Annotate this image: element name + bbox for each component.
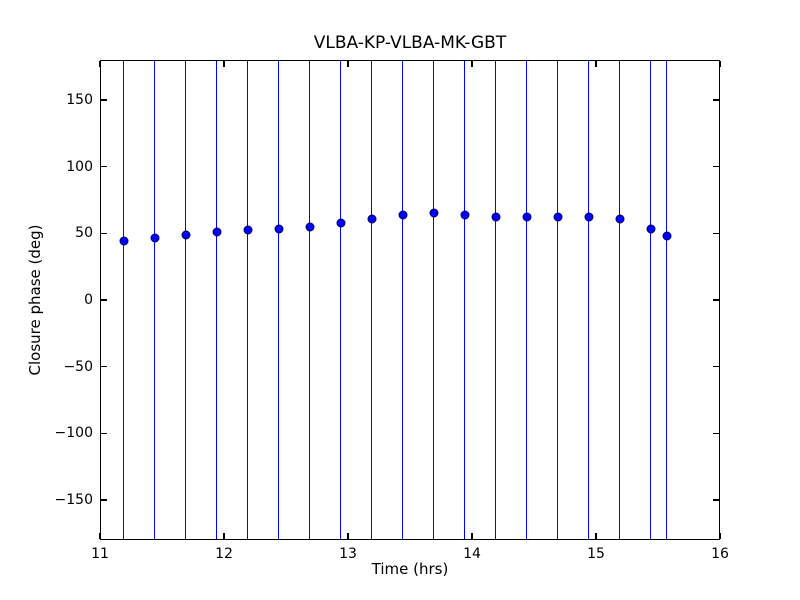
x-tick-label: 15 xyxy=(587,546,605,562)
y-tick-left xyxy=(101,299,107,301)
x-tick-top xyxy=(595,61,597,67)
data-point-marker xyxy=(553,212,563,222)
y-tick-left xyxy=(101,432,107,434)
x-tick-top xyxy=(471,61,473,67)
error-bar xyxy=(525,61,528,539)
data-point-marker xyxy=(584,212,594,222)
data-point-marker xyxy=(615,214,625,224)
error-bar xyxy=(339,61,342,539)
error-bar xyxy=(184,61,187,539)
y-tick-left xyxy=(101,499,107,501)
error-bar xyxy=(246,61,249,539)
data-point-marker xyxy=(181,230,191,240)
x-tick-top xyxy=(99,61,101,67)
x-tick-bottom xyxy=(471,533,473,539)
x-tick-label: 13 xyxy=(339,546,357,562)
x-tick-bottom xyxy=(595,533,597,539)
x-tick-bottom xyxy=(719,533,721,539)
error-bar xyxy=(153,61,156,539)
y-tick-right xyxy=(713,99,719,101)
x-axis-label: Time (hrs) xyxy=(371,560,449,578)
y-tick-label: −100 xyxy=(54,425,93,442)
x-tick-label: 11 xyxy=(91,546,109,562)
data-point-marker xyxy=(336,218,346,228)
error-bar xyxy=(463,61,466,539)
x-tick-bottom xyxy=(223,533,225,539)
y-tick-right xyxy=(713,499,719,501)
error-bar xyxy=(556,61,559,539)
y-tick-label: 150 xyxy=(66,92,93,108)
error-bar xyxy=(370,61,373,539)
y-tick-label: −150 xyxy=(54,492,93,508)
data-point-marker xyxy=(662,231,672,241)
data-point-marker xyxy=(460,210,470,220)
y-tick-label: 100 xyxy=(66,158,93,175)
chart-title: VLBA-KP-VLBA-MK-GBT xyxy=(313,33,507,53)
y-tick-left xyxy=(101,166,107,168)
error-bar xyxy=(277,61,280,539)
error-bar xyxy=(308,61,311,539)
data-point-marker xyxy=(646,224,656,234)
error-bar xyxy=(432,61,435,539)
data-point-marker xyxy=(398,210,408,220)
data-point-marker xyxy=(119,236,129,246)
plot-area xyxy=(100,60,720,540)
error-bar xyxy=(587,61,590,539)
y-tick-label: −50 xyxy=(63,358,93,375)
y-tick-label: 50 xyxy=(75,225,93,242)
y-tick-left xyxy=(101,232,107,234)
data-point-marker xyxy=(274,224,284,234)
error-bar xyxy=(665,61,668,539)
data-point-marker xyxy=(522,212,532,222)
y-tick-right xyxy=(713,299,719,301)
x-tick-label: 14 xyxy=(463,546,481,562)
error-bar xyxy=(494,61,497,539)
error-bar xyxy=(618,61,621,539)
data-point-marker xyxy=(243,225,253,235)
y-tick-left xyxy=(101,366,107,368)
error-bar xyxy=(401,61,404,539)
data-point-marker xyxy=(305,222,315,232)
data-point-marker xyxy=(150,233,160,243)
data-point-marker xyxy=(212,227,222,237)
y-tick-right xyxy=(713,232,719,234)
data-point-marker xyxy=(491,212,501,222)
x-tick-top xyxy=(223,61,225,67)
y-axis-label: Closure phase (deg) xyxy=(26,224,44,376)
error-bar xyxy=(215,61,218,539)
x-tick-label: 12 xyxy=(215,546,233,562)
data-point-marker xyxy=(429,208,439,218)
x-tick-top xyxy=(347,61,349,67)
x-tick-bottom xyxy=(99,533,101,539)
error-bar xyxy=(649,61,652,539)
x-tick-label: 16 xyxy=(711,546,729,562)
x-tick-bottom xyxy=(347,533,349,539)
y-tick-right xyxy=(713,366,719,368)
y-tick-label: 0 xyxy=(84,292,93,308)
x-tick-top xyxy=(719,61,721,67)
data-point-marker xyxy=(367,214,377,224)
y-tick-right xyxy=(713,166,719,168)
error-bar xyxy=(122,61,125,539)
y-tick-left xyxy=(101,99,107,101)
y-tick-right xyxy=(713,432,719,434)
